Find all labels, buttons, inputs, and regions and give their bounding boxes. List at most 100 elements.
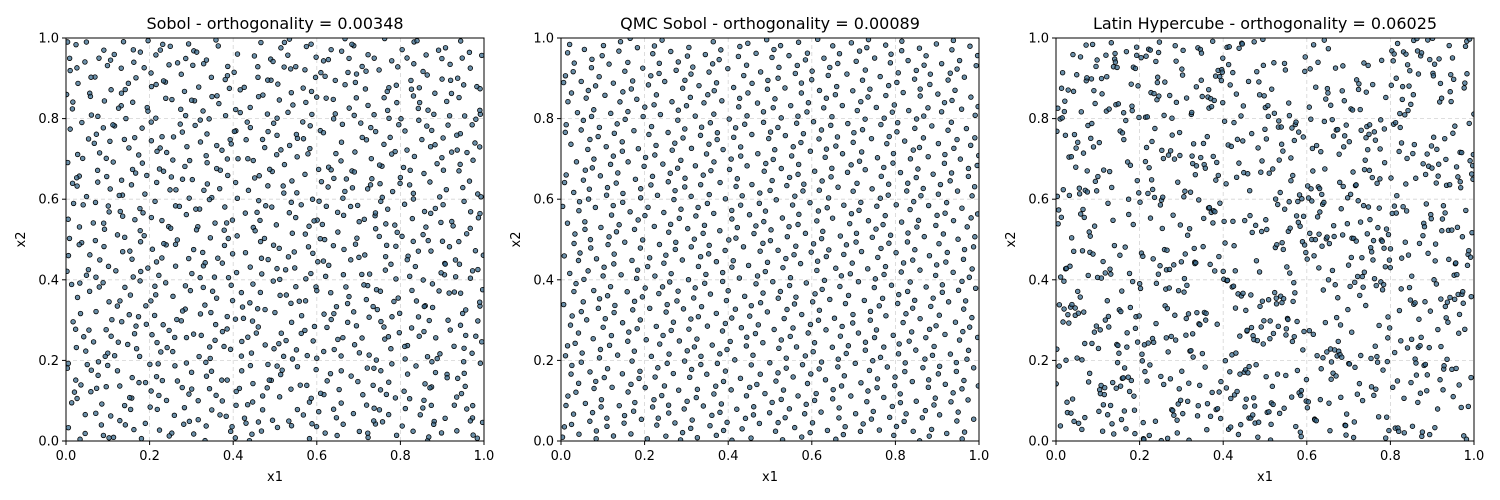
data-point: [1161, 112, 1167, 119]
data-point: [750, 352, 756, 358]
data-point: [939, 282, 946, 288]
data-point: [1141, 436, 1147, 441]
data-point: [923, 53, 929, 59]
data-point: [363, 137, 370, 143]
data-point: [346, 105, 352, 111]
data-point: [406, 396, 413, 402]
data-point: [117, 417, 123, 424]
data-point: [223, 413, 229, 419]
data-point: [1280, 246, 1286, 253]
data-point: [335, 336, 341, 343]
data-point: [1303, 376, 1310, 383]
data-point: [1066, 320, 1072, 326]
data-point: [1292, 290, 1298, 296]
data-point: [1394, 40, 1401, 47]
data-point: [1438, 95, 1445, 101]
data-point: [1453, 365, 1459, 372]
data-point: [1305, 399, 1311, 405]
data-point: [642, 104, 648, 110]
data-point: [443, 186, 450, 193]
data-point: [285, 254, 292, 260]
data-point: [452, 274, 459, 280]
data-point: [1223, 385, 1230, 391]
data-point: [1274, 371, 1281, 377]
data-point: [415, 248, 422, 254]
data-point: [125, 341, 131, 348]
data-point: [193, 227, 200, 233]
data-point: [69, 106, 76, 112]
data-point: [463, 231, 470, 237]
data-point: [183, 211, 190, 218]
data-point: [389, 151, 395, 157]
data-point: [1398, 338, 1404, 344]
data-point: [1078, 109, 1084, 115]
data-point: [378, 368, 384, 374]
data-point: [611, 130, 618, 136]
data-point: [319, 221, 326, 228]
data-point: [118, 65, 124, 71]
data-point: [392, 222, 398, 228]
data-point: [974, 162, 979, 169]
data-point: [688, 145, 695, 152]
data-point: [1442, 210, 1448, 216]
data-point: [167, 225, 174, 231]
data-point: [576, 431, 582, 437]
data-point: [374, 306, 381, 313]
data-point: [966, 274, 973, 280]
data-point: [1077, 294, 1083, 300]
data-point: [1117, 383, 1124, 389]
data-point: [383, 221, 389, 227]
data-point: [784, 233, 791, 240]
data-point: [907, 206, 913, 213]
data-point: [687, 374, 693, 380]
data-point: [1455, 174, 1461, 180]
data-point: [910, 147, 916, 153]
data-point: [73, 175, 80, 181]
data-point: [763, 38, 770, 43]
data-point: [748, 362, 754, 368]
data-point: [1356, 81, 1362, 87]
data-point: [307, 145, 313, 152]
data-point: [756, 200, 763, 206]
data-point: [676, 338, 683, 344]
data-point: [348, 373, 354, 379]
data-point: [957, 156, 964, 162]
data-point: [281, 39, 288, 46]
data-point: [751, 404, 757, 410]
x-tick-label: 0.6: [306, 449, 327, 464]
data-point: [388, 261, 394, 267]
data-point: [70, 319, 76, 325]
data-point: [1061, 306, 1067, 312]
data-point: [661, 209, 667, 216]
data-point: [844, 71, 850, 77]
data-point: [224, 72, 231, 79]
data-point: [397, 174, 404, 181]
data-point: [816, 187, 823, 193]
data-point: [1442, 135, 1448, 142]
data-point: [716, 56, 722, 63]
data-point: [255, 64, 261, 70]
data-point: [741, 293, 748, 299]
data-point: [1134, 177, 1140, 184]
data-point: [824, 205, 830, 211]
data-point: [1322, 319, 1329, 326]
data-point: [1294, 367, 1301, 374]
data-point: [157, 47, 164, 53]
data-point: [289, 230, 296, 236]
data-point: [1412, 300, 1418, 306]
data-point: [1207, 413, 1214, 420]
data-point: [585, 196, 592, 202]
data-point: [563, 121, 569, 128]
data-point: [111, 51, 117, 58]
data-point: [783, 365, 789, 371]
data-point: [206, 116, 212, 122]
data-point: [388, 346, 394, 352]
data-point: [734, 224, 741, 231]
data-point: [604, 184, 611, 191]
data-point: [1056, 346, 1060, 352]
data-point: [871, 284, 877, 291]
data-point: [201, 187, 207, 194]
y-tick-label: 0.2: [1028, 354, 1049, 369]
data-point: [638, 416, 645, 423]
data-point: [769, 399, 775, 406]
